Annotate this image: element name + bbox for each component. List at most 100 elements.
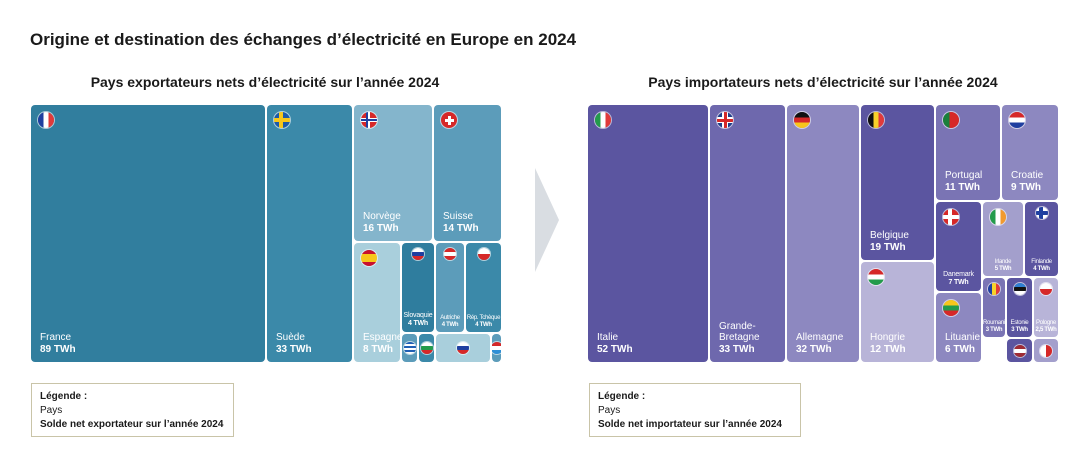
tile-country-name: Irlande (994, 259, 1012, 266)
legend-heading: Légende : (598, 391, 646, 402)
treemap-tile (1007, 339, 1032, 362)
tile-country-name: Slovaquie (403, 311, 433, 319)
belgium-flag-icon (868, 112, 884, 128)
italy-flag-icon (595, 112, 611, 128)
slovenia-flag-icon (457, 342, 469, 354)
estonia-flag-icon (1013, 283, 1026, 295)
tile-value-label: 3 TWh (1011, 327, 1028, 334)
legend-value-line: Solde net exportateur sur l’année 2024 (40, 419, 224, 430)
treemap-tile-be: Belgique 19 TWh (861, 105, 934, 260)
legend-country-line: Pays (598, 405, 621, 416)
poland-flag-icon (1040, 283, 1052, 295)
tile-country-name: Lituanie (945, 332, 981, 343)
treemap-tile-it: Italie 52 TWh (588, 105, 708, 362)
importers-title: Pays importateurs nets d’électricité sur… (648, 74, 998, 90)
treemap-tile-dk: Danemark 7 TWh (936, 202, 981, 291)
romania-flag-icon (988, 283, 1000, 295)
luxembourg-flag-icon (492, 342, 501, 354)
tile-country-name: Allemagne (796, 332, 844, 343)
bulgaria-flag-icon (420, 342, 433, 354)
tile-country-name: Autriche (440, 315, 460, 322)
treemap-tile-no: Norvège 16 TWh (354, 105, 432, 241)
tile-country-name: Italie (597, 332, 619, 343)
exporters-treemap: France 89 TWh Suède 33 TWh Norvège 16 TWh Suis… (31, 105, 502, 362)
arrow-right-icon (535, 168, 559, 272)
exporters-legend: Légende : Pays Solde net exportateur sur… (31, 383, 234, 437)
tile-country-name: Rép. Tchèque (466, 315, 501, 322)
sweden-flag-icon (274, 112, 290, 128)
slovakia-flag-icon (412, 248, 424, 260)
treemap-tile-se: Suède 33 TWh (267, 105, 352, 362)
tile-value-label: 12 TWh (870, 343, 906, 355)
treemap-tile (436, 334, 490, 362)
treemap-tile-gb: Grande-Bretagne 33 TWh (710, 105, 785, 362)
uk-flag-icon (717, 112, 733, 128)
legend-country-line: Pays (40, 405, 63, 416)
greece-flag-icon (403, 342, 416, 354)
tile-country-name: France (40, 332, 72, 343)
tile-value-label: 52 TWh (597, 343, 633, 355)
france-flag-icon (38, 112, 54, 128)
tile-value-label: 3 TWh (985, 327, 1003, 334)
treemap-tile-sk: Slovaquie 4 TWh (402, 243, 434, 332)
tile-country-name: Portugal (945, 170, 983, 181)
treemap-tile-hr: Croatie 9 TWh (1002, 105, 1058, 200)
lithuania-flag-icon (943, 300, 959, 316)
tile-value-label: 6 TWh (945, 343, 975, 355)
tile-country-name: Espagne (363, 332, 400, 343)
tile-value-label: 4 TWh (441, 322, 459, 329)
tile-value-label: 89 TWh (40, 343, 76, 355)
tile-country-name: Estonie (1010, 320, 1029, 327)
tile-country-name: Croatie (1011, 170, 1044, 181)
treemap-tile-hu: Hongrie 12 TWh (861, 262, 934, 362)
exporters-title: Pays exportateurs nets d’électricité sur… (90, 74, 440, 90)
tile-country-name: Danemark (943, 270, 974, 278)
treemap-tile-ro: Roumanie3 TWh (983, 278, 1005, 337)
tile-value-label: 2,5 TWh (1035, 327, 1057, 334)
tile-value-label: 16 TWh (363, 222, 399, 234)
treemap-tile-pt: Portugal 11 TWh (936, 105, 1000, 200)
treemap-tile-ee: Estonie 3 TWh (1007, 278, 1032, 337)
importers-legend: Légende : Pays Solde net importateur sur… (589, 383, 801, 437)
tile-country-name: Pologne (1036, 320, 1056, 327)
spain-flag-icon (361, 250, 377, 266)
tile-value-label: 33 TWh (719, 343, 755, 355)
denmark-flag-icon (943, 209, 959, 225)
treemap-tile-fr: France 89 TWh (31, 105, 265, 362)
tile-value-label: 7 TWh (948, 278, 969, 286)
importers-treemap: Italie 52 TWh Grande-Bretagne 33 TWh Allemag… (588, 105, 1059, 362)
treemap-tile-lt: Lituanie 6 TWh (936, 293, 981, 362)
page-title: Origine et destination des échanges d’él… (30, 30, 577, 49)
treemap-tile-at: Autriche 4 TWh (436, 243, 464, 332)
legend-value-line: Solde net importateur sur l’année 2024 (598, 419, 782, 430)
treemap-tile-es: Espagne 8 TWh (354, 243, 400, 362)
legend-heading: Légende : (40, 391, 88, 402)
croatia-flag-icon (1009, 112, 1025, 128)
tile-country-name: Finlande (1031, 259, 1052, 266)
tile-country-name: Hongrie (870, 332, 906, 343)
ireland-flag-icon (990, 209, 1006, 225)
treemap-tile (402, 334, 417, 362)
tile-value-label: 9 TWh (1011, 181, 1041, 193)
tile-value-label: 4 TWh (1033, 266, 1050, 273)
latvia-flag-icon (1013, 344, 1026, 357)
tile-country-name: Grande-Bretagne (719, 320, 760, 344)
malta-flag-icon (1040, 344, 1052, 357)
treemap-tile-de: Allemagne 32 TWh (787, 105, 859, 362)
tile-value-label: 14 TWh (443, 222, 479, 234)
treemap-tile-ch: Suisse 14 TWh (434, 105, 501, 241)
treemap-tile-fi: Finlande 4 TWh (1025, 202, 1058, 276)
tile-value-label: 5 TWh (994, 266, 1012, 273)
tile-value-label: 4 TWh (408, 319, 428, 327)
tile-value-label: 32 TWh (796, 343, 832, 355)
tile-country-name: Roumanie (983, 320, 1005, 327)
tile-country-name: Suisse (443, 211, 474, 222)
tile-country-name: Belgique (870, 230, 909, 241)
norway-flag-icon (361, 112, 377, 128)
tile-value-label: 8 TWh (363, 343, 393, 355)
austria-flag-icon (444, 248, 456, 260)
germany-flag-icon (794, 112, 810, 128)
treemap-tile (419, 334, 434, 362)
treemap-tile-cz: Rép. Tchèque 4 TWh (466, 243, 501, 332)
hungary-flag-icon (868, 269, 884, 285)
